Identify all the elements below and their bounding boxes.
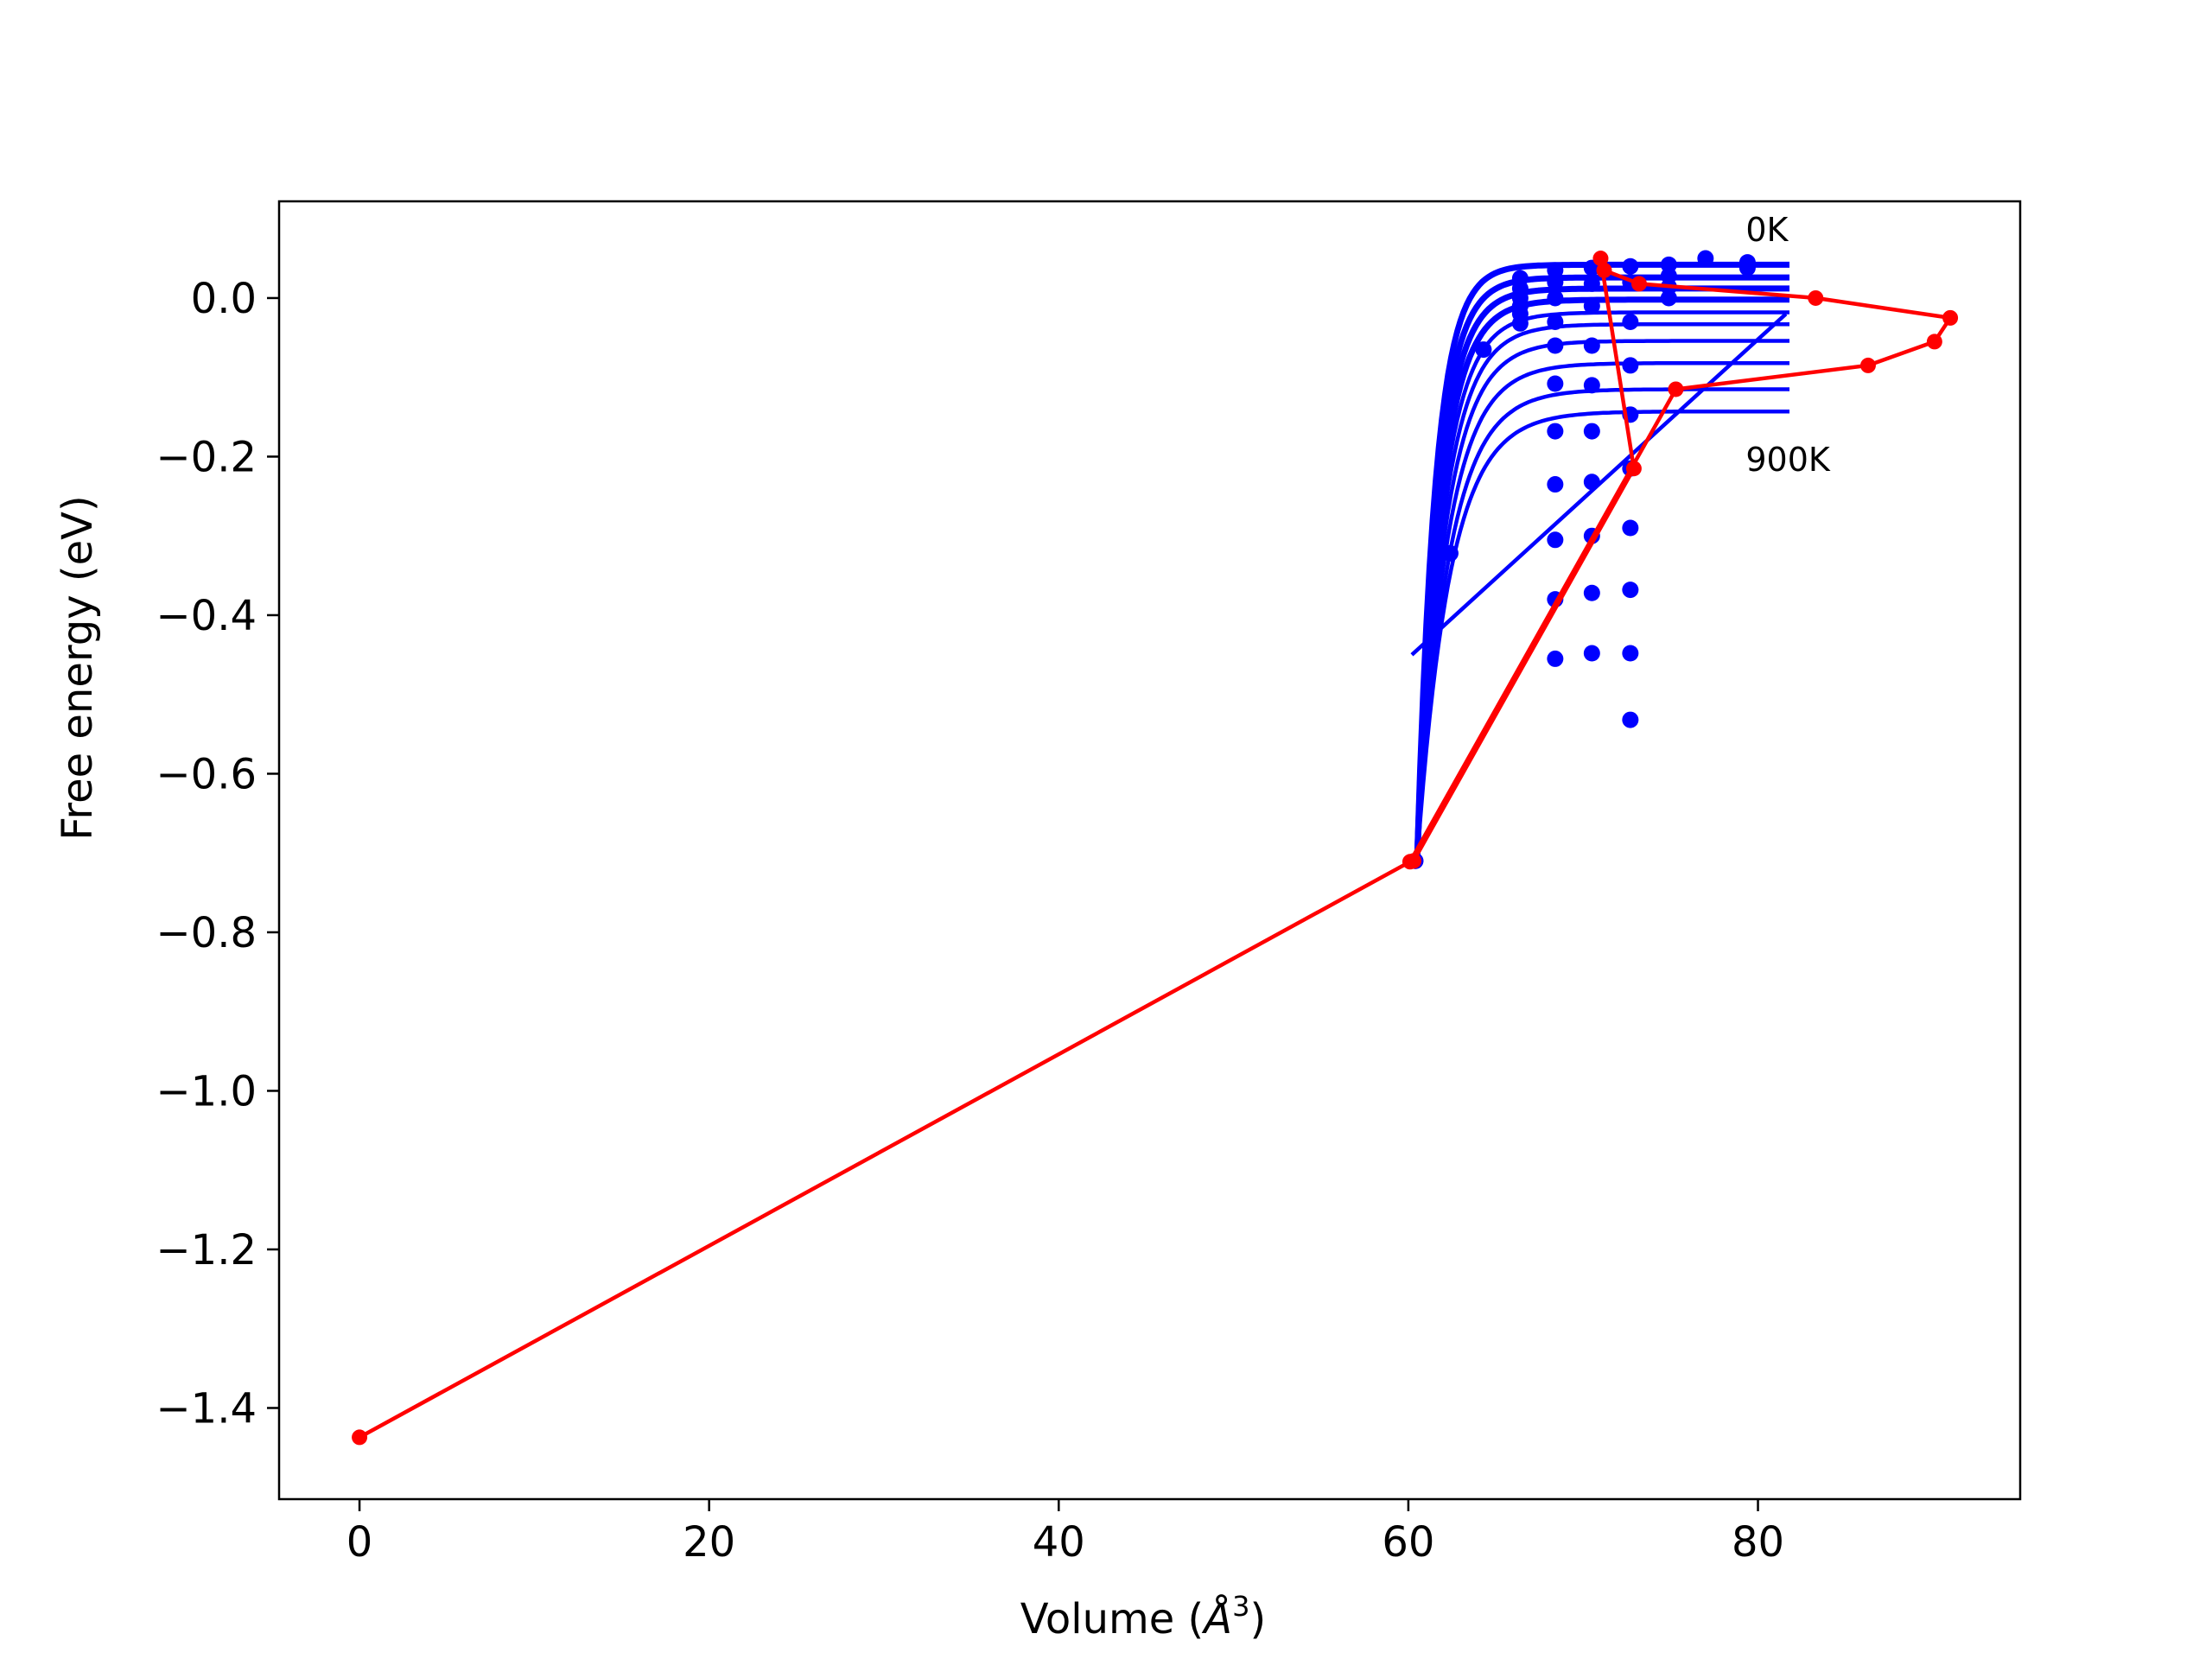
data-point <box>1622 257 1639 275</box>
y-tick-label: −0.4 <box>156 592 257 640</box>
data-point <box>1547 289 1564 307</box>
data-point <box>1547 274 1564 291</box>
data-point <box>1583 377 1600 394</box>
x-tick-label: 40 <box>1033 1518 1085 1567</box>
y-tick-label: −1.4 <box>156 1384 257 1433</box>
data-point <box>1547 476 1564 493</box>
data-point <box>1547 262 1564 279</box>
y-tick-label: −0.2 <box>156 433 257 481</box>
series-point <box>1942 309 1959 326</box>
series-point <box>1808 289 1824 306</box>
data-point <box>1622 645 1639 662</box>
data-point <box>1622 582 1639 599</box>
axes-frame <box>277 200 2022 1501</box>
series-point <box>1405 853 1421 869</box>
y-tick-label: −0.8 <box>156 909 257 957</box>
series-point <box>1926 334 1942 350</box>
data-point <box>1547 337 1564 354</box>
fit-curve-500k <box>1414 321 1789 862</box>
fit-curve-800k <box>1414 387 1789 862</box>
ticks-layer: 0 20 40 60 80 0.0 −0.2 −0.4 −0.6 −0.8 −1.0 −1.2 −1.4 <box>156 275 1784 1567</box>
x-axis-label-close: ) <box>1249 1595 1266 1643</box>
data-point <box>1547 650 1564 667</box>
series-point <box>1592 251 1609 267</box>
x-axis-label-exponent: 3 <box>1232 1590 1249 1623</box>
fit-curve-900k <box>1414 409 1789 862</box>
x-tick-label: 0 <box>346 1518 373 1567</box>
x-axis-label: Volume (Å3) <box>1020 1590 1266 1643</box>
series-point <box>1596 262 1612 278</box>
data-point <box>1583 474 1600 491</box>
fit-curve-700k <box>1414 360 1789 862</box>
fit-curve-600k <box>1414 339 1789 862</box>
series-point <box>1625 461 1642 477</box>
data-point <box>1583 423 1600 440</box>
data-point <box>1583 275 1600 292</box>
data-point <box>1622 519 1639 537</box>
x-axis-label-main: Volume ( <box>1020 1595 1205 1643</box>
y-tick-label: −1.0 <box>156 1067 257 1116</box>
series-point <box>1859 357 1876 373</box>
series-point <box>1668 381 1684 397</box>
data-point <box>1547 531 1564 549</box>
data-point <box>1660 289 1677 307</box>
data-point <box>1511 315 1529 332</box>
data-point <box>1547 423 1564 440</box>
annotation-0k: 0K <box>1745 211 1789 249</box>
annotation-900k: 900K <box>1745 441 1831 479</box>
series-point <box>1630 276 1647 292</box>
data-point <box>1441 544 1459 562</box>
x-tick-label: 60 <box>1382 1518 1434 1567</box>
data-point <box>1583 337 1600 354</box>
data-point <box>1738 259 1756 276</box>
x-tick-label: 20 <box>683 1518 735 1567</box>
data-point <box>1583 584 1600 601</box>
fit-curve-400k <box>1414 310 1789 862</box>
data-point <box>1547 313 1564 330</box>
y-axis-label: Free energy (eV) <box>54 495 102 840</box>
y-tick-label: −1.2 <box>156 1226 257 1274</box>
x-axis-label-symbol: Å <box>1201 1594 1232 1643</box>
data-point <box>1622 357 1639 374</box>
data-point <box>1583 645 1600 662</box>
fit-curve-300k <box>1414 296 1789 862</box>
data-point <box>1475 341 1492 359</box>
data-point <box>1697 250 1714 267</box>
x-tick-label: 80 <box>1732 1518 1784 1567</box>
data-point <box>1583 297 1600 315</box>
plot-layer <box>352 250 1959 1446</box>
series-point <box>352 1429 368 1446</box>
y-tick-label: 0.0 <box>191 275 257 323</box>
y-tick-label: −0.6 <box>156 750 257 798</box>
fit-curve-200k <box>1414 285 1789 862</box>
data-point <box>1547 375 1564 392</box>
data-point <box>1622 313 1639 330</box>
data-point <box>1622 711 1639 728</box>
